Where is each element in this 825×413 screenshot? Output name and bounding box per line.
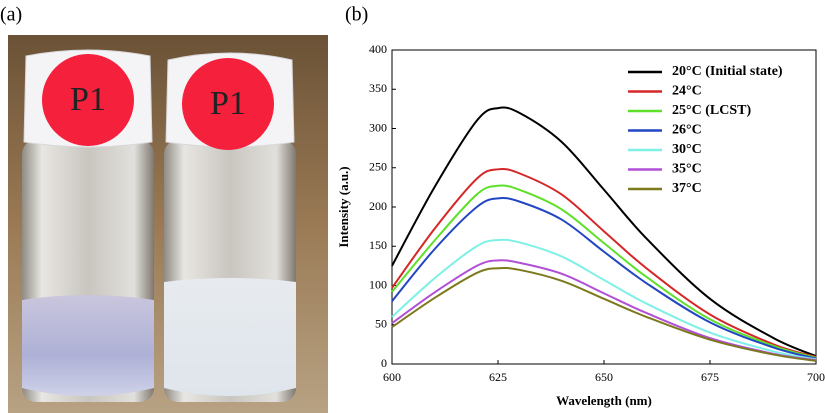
- legend-label: 25°C (LCST): [672, 103, 751, 118]
- x-tick-label: 675: [701, 370, 719, 384]
- y-tick-label: 350: [369, 81, 387, 95]
- y-tick-label: 250: [369, 160, 387, 174]
- series-line: [391, 167, 817, 358]
- x-axis-label: Wavelength (nm): [556, 393, 652, 408]
- legend-label: 37°C: [672, 181, 702, 196]
- panel-label: (a): [0, 4, 22, 26]
- legend-label: 20°C (Initial state): [672, 64, 783, 79]
- series-line: [391, 196, 817, 360]
- legend-label: 30°C: [672, 142, 702, 157]
- x-tick-label: 700: [807, 370, 825, 384]
- x-tick-label: 650: [595, 370, 613, 384]
- plot-frame: [391, 49, 817, 365]
- y-tick-label: 0: [381, 356, 387, 370]
- legend-label: 24°C: [672, 84, 702, 99]
- panel-label: (b): [345, 4, 368, 26]
- y-tick-label: 50: [375, 317, 387, 331]
- legend-label: 35°C: [672, 162, 702, 177]
- series-line: [391, 266, 817, 362]
- y-tick-label: 100: [369, 277, 387, 291]
- x-tick-label: 600: [383, 370, 401, 384]
- series-line: [391, 238, 817, 361]
- y-tick-label: 200: [369, 199, 387, 213]
- series-line: [391, 184, 817, 359]
- legend-label: 26°C: [672, 123, 702, 138]
- cap-label: P1: [210, 85, 246, 122]
- y-tick-label: 400: [369, 42, 387, 56]
- x-tick-label: 625: [489, 370, 507, 384]
- cap-label: P1: [70, 81, 106, 118]
- y-axis-label: Intensity (a.u.): [336, 166, 351, 247]
- y-tick-label: 150: [369, 238, 387, 252]
- y-tick-label: 300: [369, 120, 387, 134]
- photo: P1 P1: [8, 35, 328, 413]
- series-line: [391, 259, 817, 362]
- series-line: [391, 106, 817, 358]
